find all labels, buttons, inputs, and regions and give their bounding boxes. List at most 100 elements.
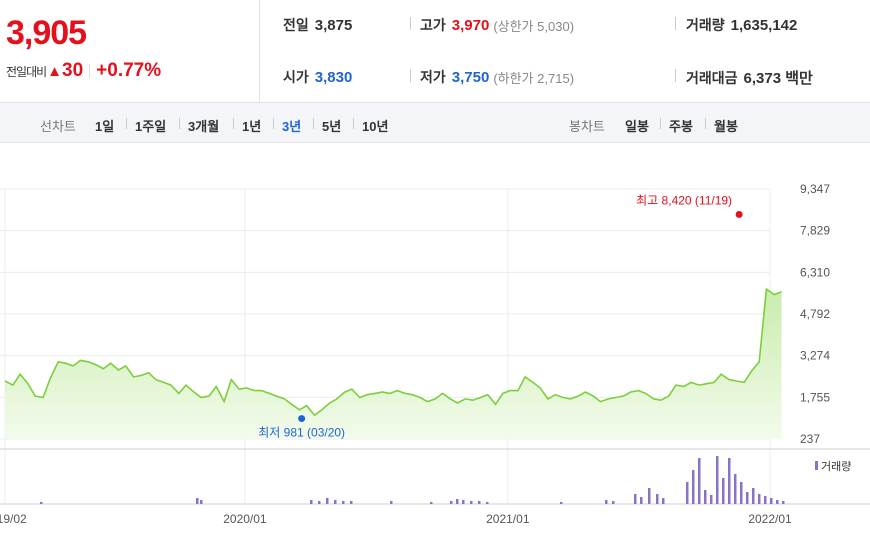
- volume-bar: [740, 482, 743, 504]
- max-marker: [735, 210, 743, 218]
- volume-bar: [200, 500, 203, 504]
- lower-limit: (하한가 2,715): [493, 68, 574, 87]
- volume-bar: [390, 501, 393, 504]
- y-tick-label: 3,274: [800, 349, 830, 363]
- candle-daily[interactable]: 일봉: [625, 119, 649, 134]
- candle-monthly[interactable]: 월봉: [714, 119, 738, 134]
- volume-bar: [478, 501, 481, 504]
- volume-bar: [486, 502, 489, 504]
- volume-bar: [758, 494, 761, 504]
- volume-bar: [746, 492, 749, 504]
- volume-legend-swatch: [815, 461, 818, 470]
- volume-bar: [716, 456, 719, 504]
- price-line: [4, 287, 782, 417]
- volume-bar: [722, 478, 725, 504]
- volume: 거래량 1,635,142: [686, 15, 797, 35]
- y-axis-labels: 9,347 7,829 6,310 4,792 3,274 1,755 237: [800, 182, 830, 446]
- period-3y[interactable]: 3년: [282, 119, 302, 134]
- divider: [705, 118, 706, 129]
- volume-value: 1,635,142: [730, 16, 798, 34]
- y-tick-label: 9,347: [800, 182, 830, 196]
- volume-bar: [710, 495, 713, 504]
- volume-bar: [318, 501, 321, 504]
- volume-bar: [462, 500, 465, 504]
- volume-bars: [40, 456, 785, 504]
- lower-limit-label: (하한가: [493, 70, 534, 86]
- divider: [126, 118, 127, 129]
- volume-label: 거래량: [686, 17, 725, 33]
- x-tick-label: 2019/02: [0, 512, 27, 526]
- low-value: 3,750: [451, 68, 490, 86]
- high-value: 3,970: [451, 16, 490, 34]
- period-1d[interactable]: 1일: [95, 119, 115, 134]
- min-annotation: 최저 981 (03/20): [258, 426, 345, 440]
- max-annotation: 최고 8,420 (11/19): [636, 193, 732, 207]
- change-percent: +0.77%: [96, 60, 162, 81]
- volume-bar: [350, 501, 353, 504]
- volume-bar: [640, 497, 643, 504]
- period-3m[interactable]: 3개월: [188, 119, 220, 134]
- volume-bar: [782, 501, 785, 504]
- volume-bar: [560, 502, 563, 504]
- upper-limit-label: (상한가: [493, 18, 534, 34]
- y-tick-label: 4,792: [800, 307, 830, 321]
- divider: [179, 118, 180, 129]
- divider: [410, 69, 411, 82]
- volume-bar: [470, 501, 473, 504]
- volume-bar: [648, 488, 651, 504]
- divider: [353, 118, 354, 129]
- divider: [410, 17, 411, 30]
- change-label: 전일대비: [6, 64, 47, 79]
- candle-weekly[interactable]: 주봉: [669, 119, 693, 134]
- volume-bar: [734, 474, 737, 504]
- volume-bar: [764, 496, 767, 504]
- x-tick-label: 2020/01: [223, 512, 267, 526]
- trade-value-label: 거래대금: [686, 69, 738, 86]
- min-marker: [298, 415, 306, 423]
- volume-bar: [456, 499, 459, 504]
- line-chart-label: 선차트: [40, 119, 76, 134]
- prev-close: 전일 3,875: [283, 15, 352, 35]
- price-change: 전일대비 ▲ 30 +0.77%: [6, 60, 161, 82]
- volume-bar: [334, 500, 337, 504]
- period-1y[interactable]: 1년: [242, 119, 262, 134]
- open-value: 3,830: [314, 68, 353, 86]
- divider: [273, 118, 274, 129]
- volume-legend-label: 거래량: [821, 460, 851, 473]
- price-area: [5, 289, 782, 439]
- trade-value-value: 6,373 백만: [743, 70, 813, 87]
- divider: [313, 118, 314, 129]
- trade-value: 거래대금 6,373 백만: [686, 67, 813, 88]
- volume-bar: [634, 494, 637, 504]
- prev-close-value: 3,875: [314, 16, 353, 34]
- volume-bar: [728, 458, 731, 504]
- volume-bar: [326, 498, 329, 504]
- price-chart: 9,347 7,829 6,310 4,792 3,274 1,755 237 2019/0…: [0, 182, 870, 526]
- high-price: 고가 3,970 (상한가 5,030): [420, 15, 574, 35]
- candle-chart-label: 봉차트: [569, 119, 605, 134]
- volume-bar: [310, 500, 313, 504]
- volume-bar: [40, 502, 43, 504]
- period-10y[interactable]: 10년: [362, 119, 389, 134]
- change-amount: 30: [62, 60, 84, 81]
- y-tick-label: 6,310: [800, 265, 830, 279]
- volume-bar: [704, 490, 707, 504]
- current-price-box: 3,905 전일대비 ▲ 30 +0.77%: [0, 0, 260, 103]
- volume-bar: [698, 458, 701, 504]
- y-tick-label: 1,755: [800, 390, 830, 404]
- current-price: 3,905: [6, 14, 87, 52]
- x-tick-label: 2021/01: [486, 512, 530, 526]
- divider: [675, 17, 676, 30]
- divider: [660, 118, 661, 129]
- volume-bar: [430, 502, 433, 504]
- x-tick-label: 2022/01: [748, 512, 792, 526]
- open-price: 시가 3,830: [283, 67, 352, 87]
- volume-bar: [450, 501, 453, 504]
- divider: [233, 118, 234, 129]
- period-1w[interactable]: 1주일: [135, 119, 167, 134]
- high-label: 고가: [420, 17, 446, 33]
- volume-bar: [656, 494, 659, 504]
- period-5y[interactable]: 5년: [322, 119, 342, 134]
- divider: [675, 69, 676, 82]
- lower-limit-value: 2,715): [537, 70, 575, 86]
